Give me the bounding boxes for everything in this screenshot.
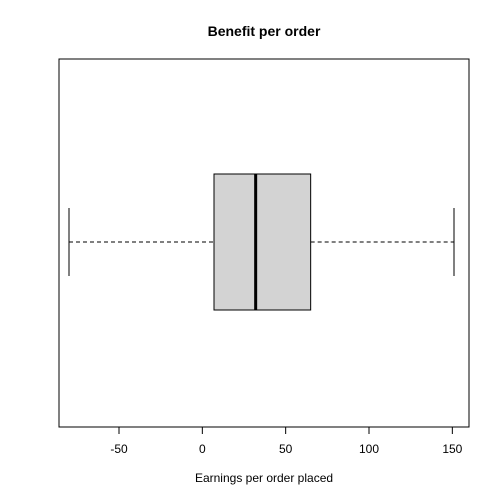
- x-axis-ticks: -50 0 50 100 150: [110, 427, 463, 456]
- iqr-box: [213, 173, 312, 311]
- x-tick-label: 0: [199, 442, 206, 456]
- x-tick-label: 50: [279, 442, 293, 456]
- x-axis-label: Earnings per order placed: [195, 471, 333, 485]
- boxplot-group: [68, 173, 455, 311]
- x-tick-label: -50: [110, 442, 128, 456]
- x-tick-label: 100: [359, 442, 379, 456]
- chart-title: Benefit per order: [208, 23, 321, 39]
- x-tick-label: 150: [442, 442, 462, 456]
